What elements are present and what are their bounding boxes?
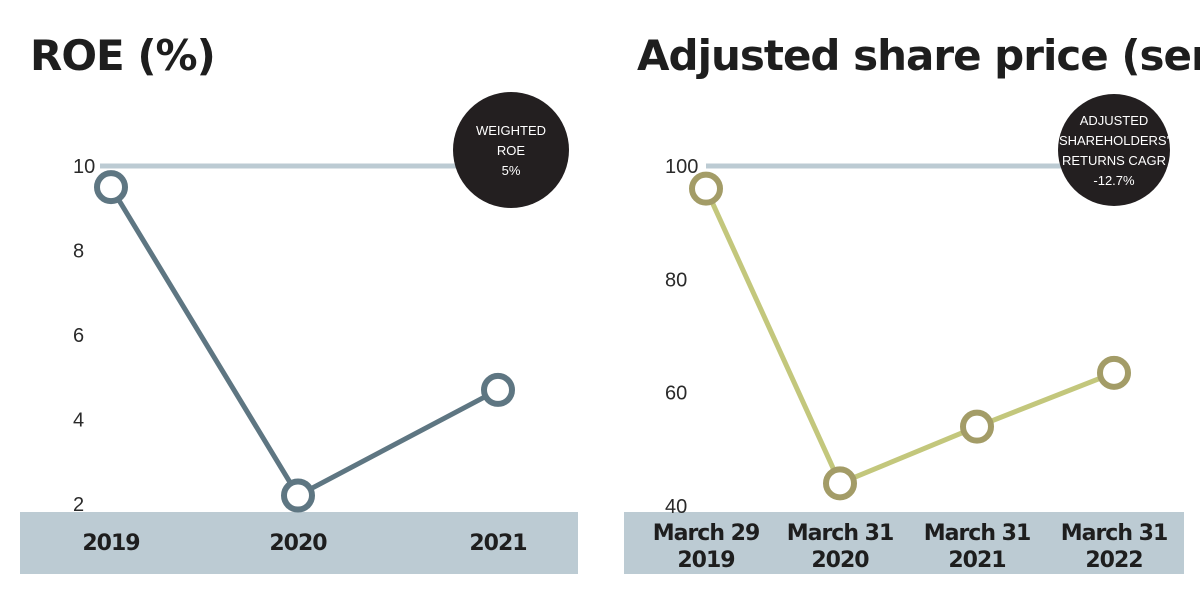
roe-badge-label: WEIGHTED <box>476 123 546 138</box>
roe-y-tick-label: 6 <box>73 325 84 347</box>
roe-data-point <box>481 372 515 407</box>
shareholders-returns-badge: ADJUSTED SHAREHOLDERS' RETURNS CAGR -12.7% <box>1058 94 1170 206</box>
share-price-y-tick-label: 80 <box>665 269 687 291</box>
share-price-category-label: March 29 2019 <box>653 521 760 573</box>
share-price-chart-title: Adjusted share price (sen) <box>637 31 1200 80</box>
roe-data-point <box>281 478 315 513</box>
share-price-data-point <box>689 171 723 206</box>
roe-category-label: 2021 <box>469 531 526 556</box>
share-price-y-tick-label: 60 <box>665 383 687 405</box>
share-price-y-tick-label: 40 <box>665 496 687 518</box>
share-price-category-label: March 31 2020 <box>787 521 894 573</box>
share-price-y-tick-label: 100 <box>665 156 698 178</box>
share-price-category-label: March 31 2021 <box>924 521 1031 573</box>
share-price-data-point <box>1097 355 1131 390</box>
share-price-chart: Adjusted share price (sen) 40 60 80 100 Mar… <box>624 31 1200 574</box>
roe-badge-circle <box>453 92 569 208</box>
weighted-roe-badge: WEIGHTED ROE 5% <box>453 92 569 208</box>
share-price-category-band <box>624 512 1184 574</box>
share-price-badge-label: ADJUSTED <box>1080 113 1149 128</box>
share-price-badge-label: RETURNS CAGR <box>1062 153 1166 168</box>
roe-category-band <box>20 512 578 574</box>
roe-y-tick-label: 10 <box>73 156 95 178</box>
share-price-series-line <box>703 187 1115 486</box>
roe-chart-title: ROE (%) <box>30 31 215 80</box>
roe-y-tick-label: 8 <box>73 241 84 263</box>
share-price-badge-label: SHAREHOLDERS' <box>1059 133 1169 148</box>
roe-category-label: 2019 <box>82 531 139 556</box>
share-price-category-label: March 31 2022 <box>1061 521 1168 573</box>
share-price-data-point <box>823 466 857 501</box>
roe-y-tick-label: 2 <box>73 494 84 516</box>
roe-badge-label: ROE <box>497 143 526 158</box>
roe-badge-label: 5% <box>502 163 521 178</box>
roe-chart: ROE (%) 2 4 6 8 10 2019 2020 2021 WEIGHTED ROE 5… <box>20 31 578 574</box>
share-price-badge-circle <box>1058 94 1170 206</box>
share-price-badge-label: -12.7% <box>1093 173 1135 188</box>
roe-y-tick-label: 4 <box>73 410 84 432</box>
roe-series-line <box>108 185 500 499</box>
roe-data-point <box>94 170 128 205</box>
roe-category-label: 2020 <box>269 531 327 556</box>
share-price-data-point <box>960 409 994 444</box>
